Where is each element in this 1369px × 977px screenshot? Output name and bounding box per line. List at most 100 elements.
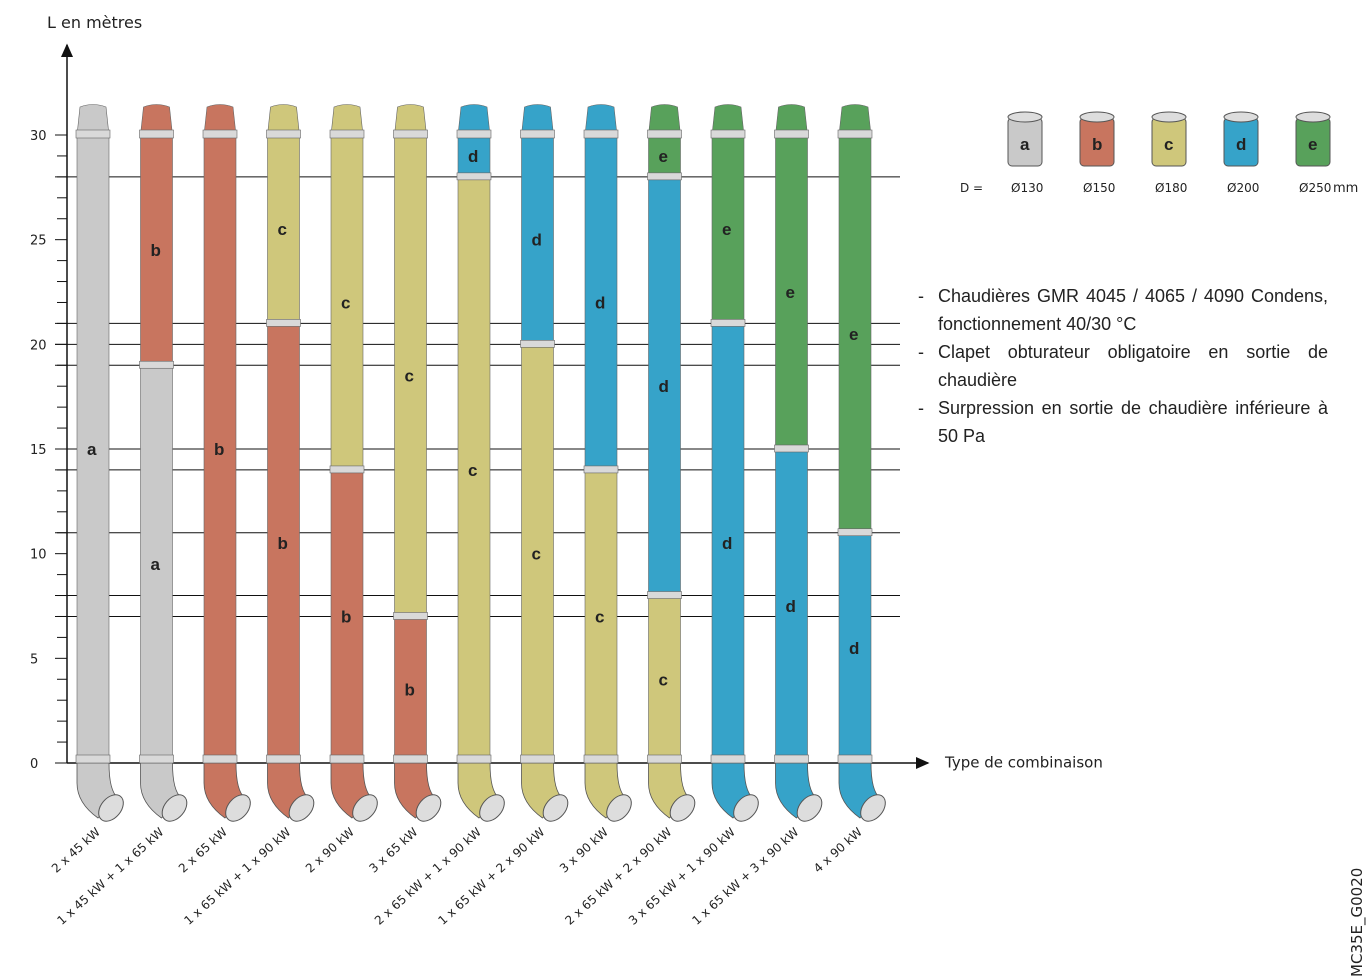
pipe-segment xyxy=(521,344,554,764)
pipe-band xyxy=(139,754,174,764)
x-tick-label: 4 x 90 kW xyxy=(811,825,865,876)
pipe-opening xyxy=(606,794,632,822)
pipe-joint xyxy=(520,340,555,348)
segment-label: b xyxy=(341,607,351,626)
legend-diameter: Ø200 xyxy=(1227,181,1259,195)
pipe-joint xyxy=(710,319,746,327)
pipe-cap xyxy=(267,104,300,136)
pipe-cap xyxy=(711,104,745,136)
segment-label: c xyxy=(468,461,477,480)
pipe-cap xyxy=(394,104,427,136)
segment-label: a xyxy=(151,555,161,574)
pipe-opening xyxy=(415,794,442,822)
legend-label: d xyxy=(1236,135,1246,154)
notes: Chaudières GMR 4045 / 4065 / 4090 Conden… xyxy=(918,282,1328,450)
pipe-band xyxy=(774,754,809,764)
x-tick-label: 3 x 65 kW + 1 x 90 kW xyxy=(626,825,738,928)
segment-label: e xyxy=(722,220,731,239)
y-tick-label: 30 xyxy=(30,129,47,144)
pipe-cap xyxy=(775,104,808,136)
pipe-band xyxy=(647,754,682,764)
segment-label: c xyxy=(659,670,668,689)
pipe-cap xyxy=(330,104,364,136)
pipe-cap xyxy=(838,104,872,136)
legend-cap xyxy=(1079,111,1115,123)
segment-label: d xyxy=(722,534,732,553)
segment-label: d xyxy=(659,377,669,396)
pipe-segment xyxy=(838,134,872,534)
pipe-segment xyxy=(267,134,300,324)
x-tick-label: 2 x 45 kW xyxy=(49,825,103,876)
pipe-band xyxy=(393,754,428,764)
legend-cap xyxy=(1295,111,1331,123)
pipe-band xyxy=(520,129,555,139)
legend-label: c xyxy=(1164,135,1173,154)
pipe-band xyxy=(710,129,746,139)
pipe-opening xyxy=(796,794,823,822)
pipe-segment xyxy=(203,134,237,764)
note: Surpression en sortie de chaudière infér… xyxy=(918,394,1328,450)
legend-diameter: Ø150 xyxy=(1083,181,1115,195)
segment-label: c xyxy=(278,220,287,239)
pipe-segment xyxy=(394,616,427,764)
x-tick-label: 2 x 65 kW xyxy=(176,825,230,876)
pipe-band xyxy=(139,129,174,139)
legend-cap xyxy=(1007,111,1043,123)
segment-label: a xyxy=(87,440,97,459)
segment-label: d xyxy=(786,597,796,616)
y-tick-label: 25 xyxy=(30,234,47,249)
segment-label: c xyxy=(341,293,350,312)
pipe-band xyxy=(456,129,492,139)
pipe-band xyxy=(647,129,682,139)
legend-prefix: D = xyxy=(960,181,983,195)
legend-label: e xyxy=(1308,135,1317,154)
pipe-segment xyxy=(457,134,491,178)
x-tick-label: 2 x 90 kW xyxy=(303,825,357,876)
pipe-joint xyxy=(837,528,873,537)
legend-diameter: Ø180 xyxy=(1155,181,1187,195)
pipe-opening xyxy=(352,794,378,822)
x-axis-label: Type de combinaison xyxy=(944,754,1103,772)
pipe-joint xyxy=(647,591,682,599)
pipe-opening xyxy=(669,794,696,822)
pipe-cap xyxy=(648,104,681,136)
pipe-segment xyxy=(584,134,618,471)
segment-label: d xyxy=(595,293,605,312)
pipe-joint xyxy=(456,172,492,181)
pipe-joint xyxy=(329,465,365,474)
y-tick-label: 10 xyxy=(30,548,47,563)
segment-label: b xyxy=(405,681,415,700)
y-tick-label: 5 xyxy=(30,652,38,667)
x-tick-label: 1 x 45 kW + 1 x 65 kW xyxy=(54,825,166,928)
segment-label: d xyxy=(468,147,478,166)
pipe-band xyxy=(583,754,619,764)
pipe-band xyxy=(329,129,365,139)
pipe-segment xyxy=(648,176,681,596)
x-tick-label: 1 x 65 kW + 2 x 90 kW xyxy=(435,825,547,928)
pipe-segment xyxy=(584,469,618,764)
pipe-band xyxy=(520,754,555,764)
segment-label: e xyxy=(786,283,795,302)
segment-label: d xyxy=(849,639,859,658)
segment-label: b xyxy=(278,534,288,553)
x-tick-label: 3 x 90 kW xyxy=(557,825,611,876)
pipe-opening xyxy=(98,794,124,822)
pipe-segment xyxy=(140,134,173,366)
pipe-segment xyxy=(330,134,364,471)
pipe-opening xyxy=(288,794,315,822)
pipe-joint xyxy=(647,172,682,181)
x-tick-label: 1 x 65 kW + 3 x 90 kW xyxy=(689,825,801,928)
reference-code: MC35E_G0020 xyxy=(1348,868,1367,977)
pipe-opening xyxy=(860,794,886,822)
pipe-joint xyxy=(266,319,301,327)
pipe-band xyxy=(266,754,301,764)
pipe-band xyxy=(456,754,492,764)
legend-cap xyxy=(1151,111,1187,123)
y-tick-label: 15 xyxy=(30,443,47,458)
x-tick-label: 2 x 65 kW + 1 x 90 kW xyxy=(372,825,484,928)
pipe-opening xyxy=(479,794,505,822)
pipe-segment xyxy=(711,134,745,324)
pipe-cap xyxy=(76,104,110,136)
